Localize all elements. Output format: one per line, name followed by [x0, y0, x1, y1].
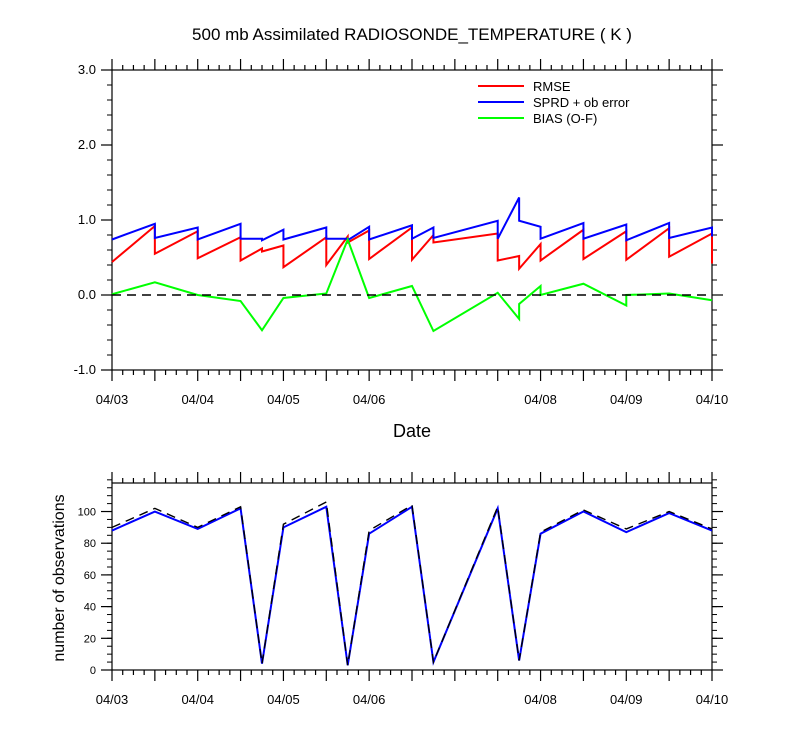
y-axis-title-observations: number of observations — [51, 494, 68, 661]
bottom-x-tick-label: 04/09 — [610, 692, 643, 707]
bottom-x-tick-label: 04/04 — [181, 692, 214, 707]
top-x-tick-label: 04/06 — [353, 392, 386, 407]
chart-title: 500 mb Assimilated RADIOSONDE_TEMPERATUR… — [192, 25, 632, 44]
top-series-sprd-ob-error — [111, 197, 713, 243]
top-plot: -1.0 0.0 1.0 2.0 3.0 04/03 04/04 04/05 04/06 04/0… — [74, 59, 729, 407]
bottom-y-tick-label: 40 — [84, 602, 96, 614]
top-x-tick-label: 04/05 — [267, 392, 300, 407]
bottom-y-tick-label: 0 — [90, 665, 96, 677]
top-y-tick-label: 2.0 — [78, 137, 96, 152]
top-x-tick-label: 04/09 — [610, 392, 643, 407]
top-x-tick-label: 04/10 — [696, 392, 729, 407]
bottom-x-tick-label: 04/03 — [96, 692, 129, 707]
bottom-x-tick-label: 04/10 — [696, 692, 729, 707]
bottom-y-tick-label: 100 — [78, 507, 96, 519]
bottom-plot-series — [111, 500, 713, 666]
legend-label: BIAS (O-F) — [533, 111, 597, 126]
top-plot-series — [111, 197, 713, 333]
x-axis-title: Date — [393, 421, 431, 441]
bottom-series-observations-total — [111, 500, 713, 666]
bottom-x-tick-label: 04/05 — [267, 692, 300, 707]
top-x-tick-label: 04/03 — [96, 392, 129, 407]
top-y-tick-label: 3.0 — [78, 62, 96, 77]
top-series-bias-o-f — [111, 236, 713, 333]
bottom-series-observations-used — [111, 504, 713, 666]
legend-label: RMSE — [533, 79, 571, 94]
top-y-tick-label: 0.0 — [78, 287, 96, 302]
legend-label: SPRD + ob error — [533, 95, 630, 110]
top-y-tick-label: 1.0 — [78, 212, 96, 227]
bottom-x-tick-label: 04/08 — [524, 692, 557, 707]
bottom-x-tick-label: 04/06 — [353, 692, 386, 707]
top-x-tick-label: 04/04 — [181, 392, 214, 407]
top-plot-frame — [111, 69, 713, 371]
bottom-y-tick-label: 80 — [84, 538, 96, 550]
bottom-y-tick-label: 20 — [84, 633, 96, 645]
bottom-plot: 0 20 40 60 80 100 04/03 04/04 04/05 04/06 04/08 04/… — [78, 472, 729, 707]
top-y-tick-label: -1.0 — [74, 362, 96, 377]
bottom-y-tick-label: 60 — [84, 570, 96, 582]
top-x-tick-label: 04/08 — [524, 392, 557, 407]
